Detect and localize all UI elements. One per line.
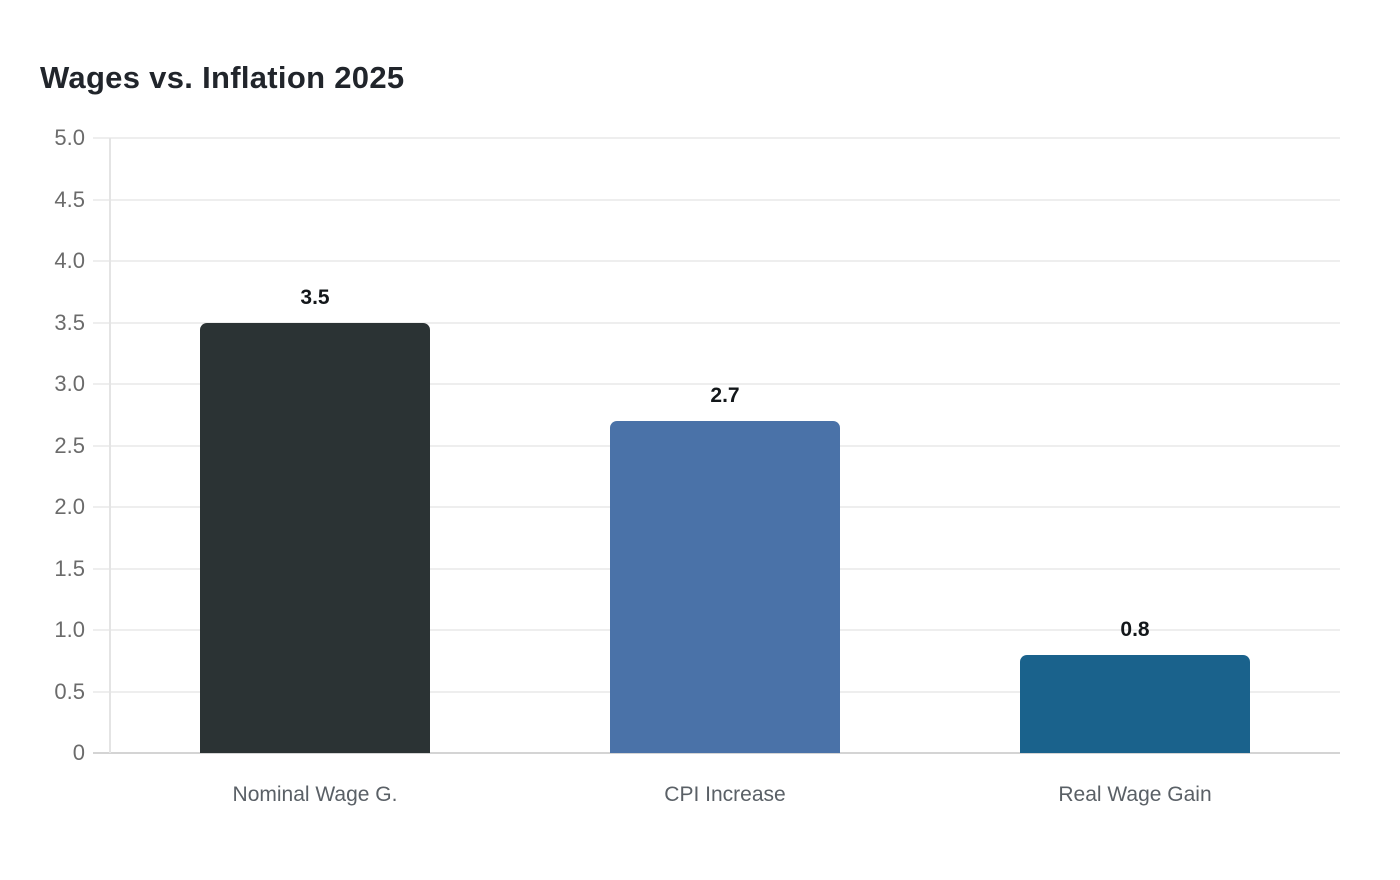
bar-value-label: 0.8 (1120, 617, 1150, 641)
x-category-label: Real Wage Gain (1058, 783, 1212, 806)
y-tick-label: 3.0 (54, 371, 85, 396)
y-tick-label: 5.0 (54, 125, 85, 150)
y-tick-label: 2.5 (54, 432, 85, 458)
gridline (93, 321, 1340, 324)
y-axis-line (109, 138, 111, 753)
y-tick-label: 3.5 (54, 309, 85, 335)
y-tick-label: 1.5 (54, 555, 85, 581)
bar-value-label: 3.5 (300, 285, 330, 309)
y-tick-label: 4.5 (54, 186, 85, 212)
y-tick-label: 2.0 (54, 494, 85, 519)
bar-real-wage-gain (1020, 654, 1250, 753)
chart-title: Wages vs. Inflation 2025 (40, 60, 405, 95)
y-tick-label: 4.0 (54, 248, 85, 273)
x-category-label: CPI Increase (664, 783, 786, 806)
y-tick-label: 1.0 (54, 617, 85, 642)
y-tick-label: 0 (72, 740, 85, 765)
gridline (93, 198, 1340, 201)
y-tick-label: 0.5 (54, 678, 85, 704)
bar-nominal-wage-g (200, 322, 430, 753)
bar-value-label: 2.7 (710, 383, 740, 407)
x-category-label: Nominal Wage G. (232, 783, 398, 806)
bar-cpi-increase (610, 420, 840, 753)
gridline (93, 383, 1340, 385)
gridline (93, 260, 1340, 262)
x-axis-baseline (93, 752, 1340, 754)
gridline (93, 137, 1340, 139)
